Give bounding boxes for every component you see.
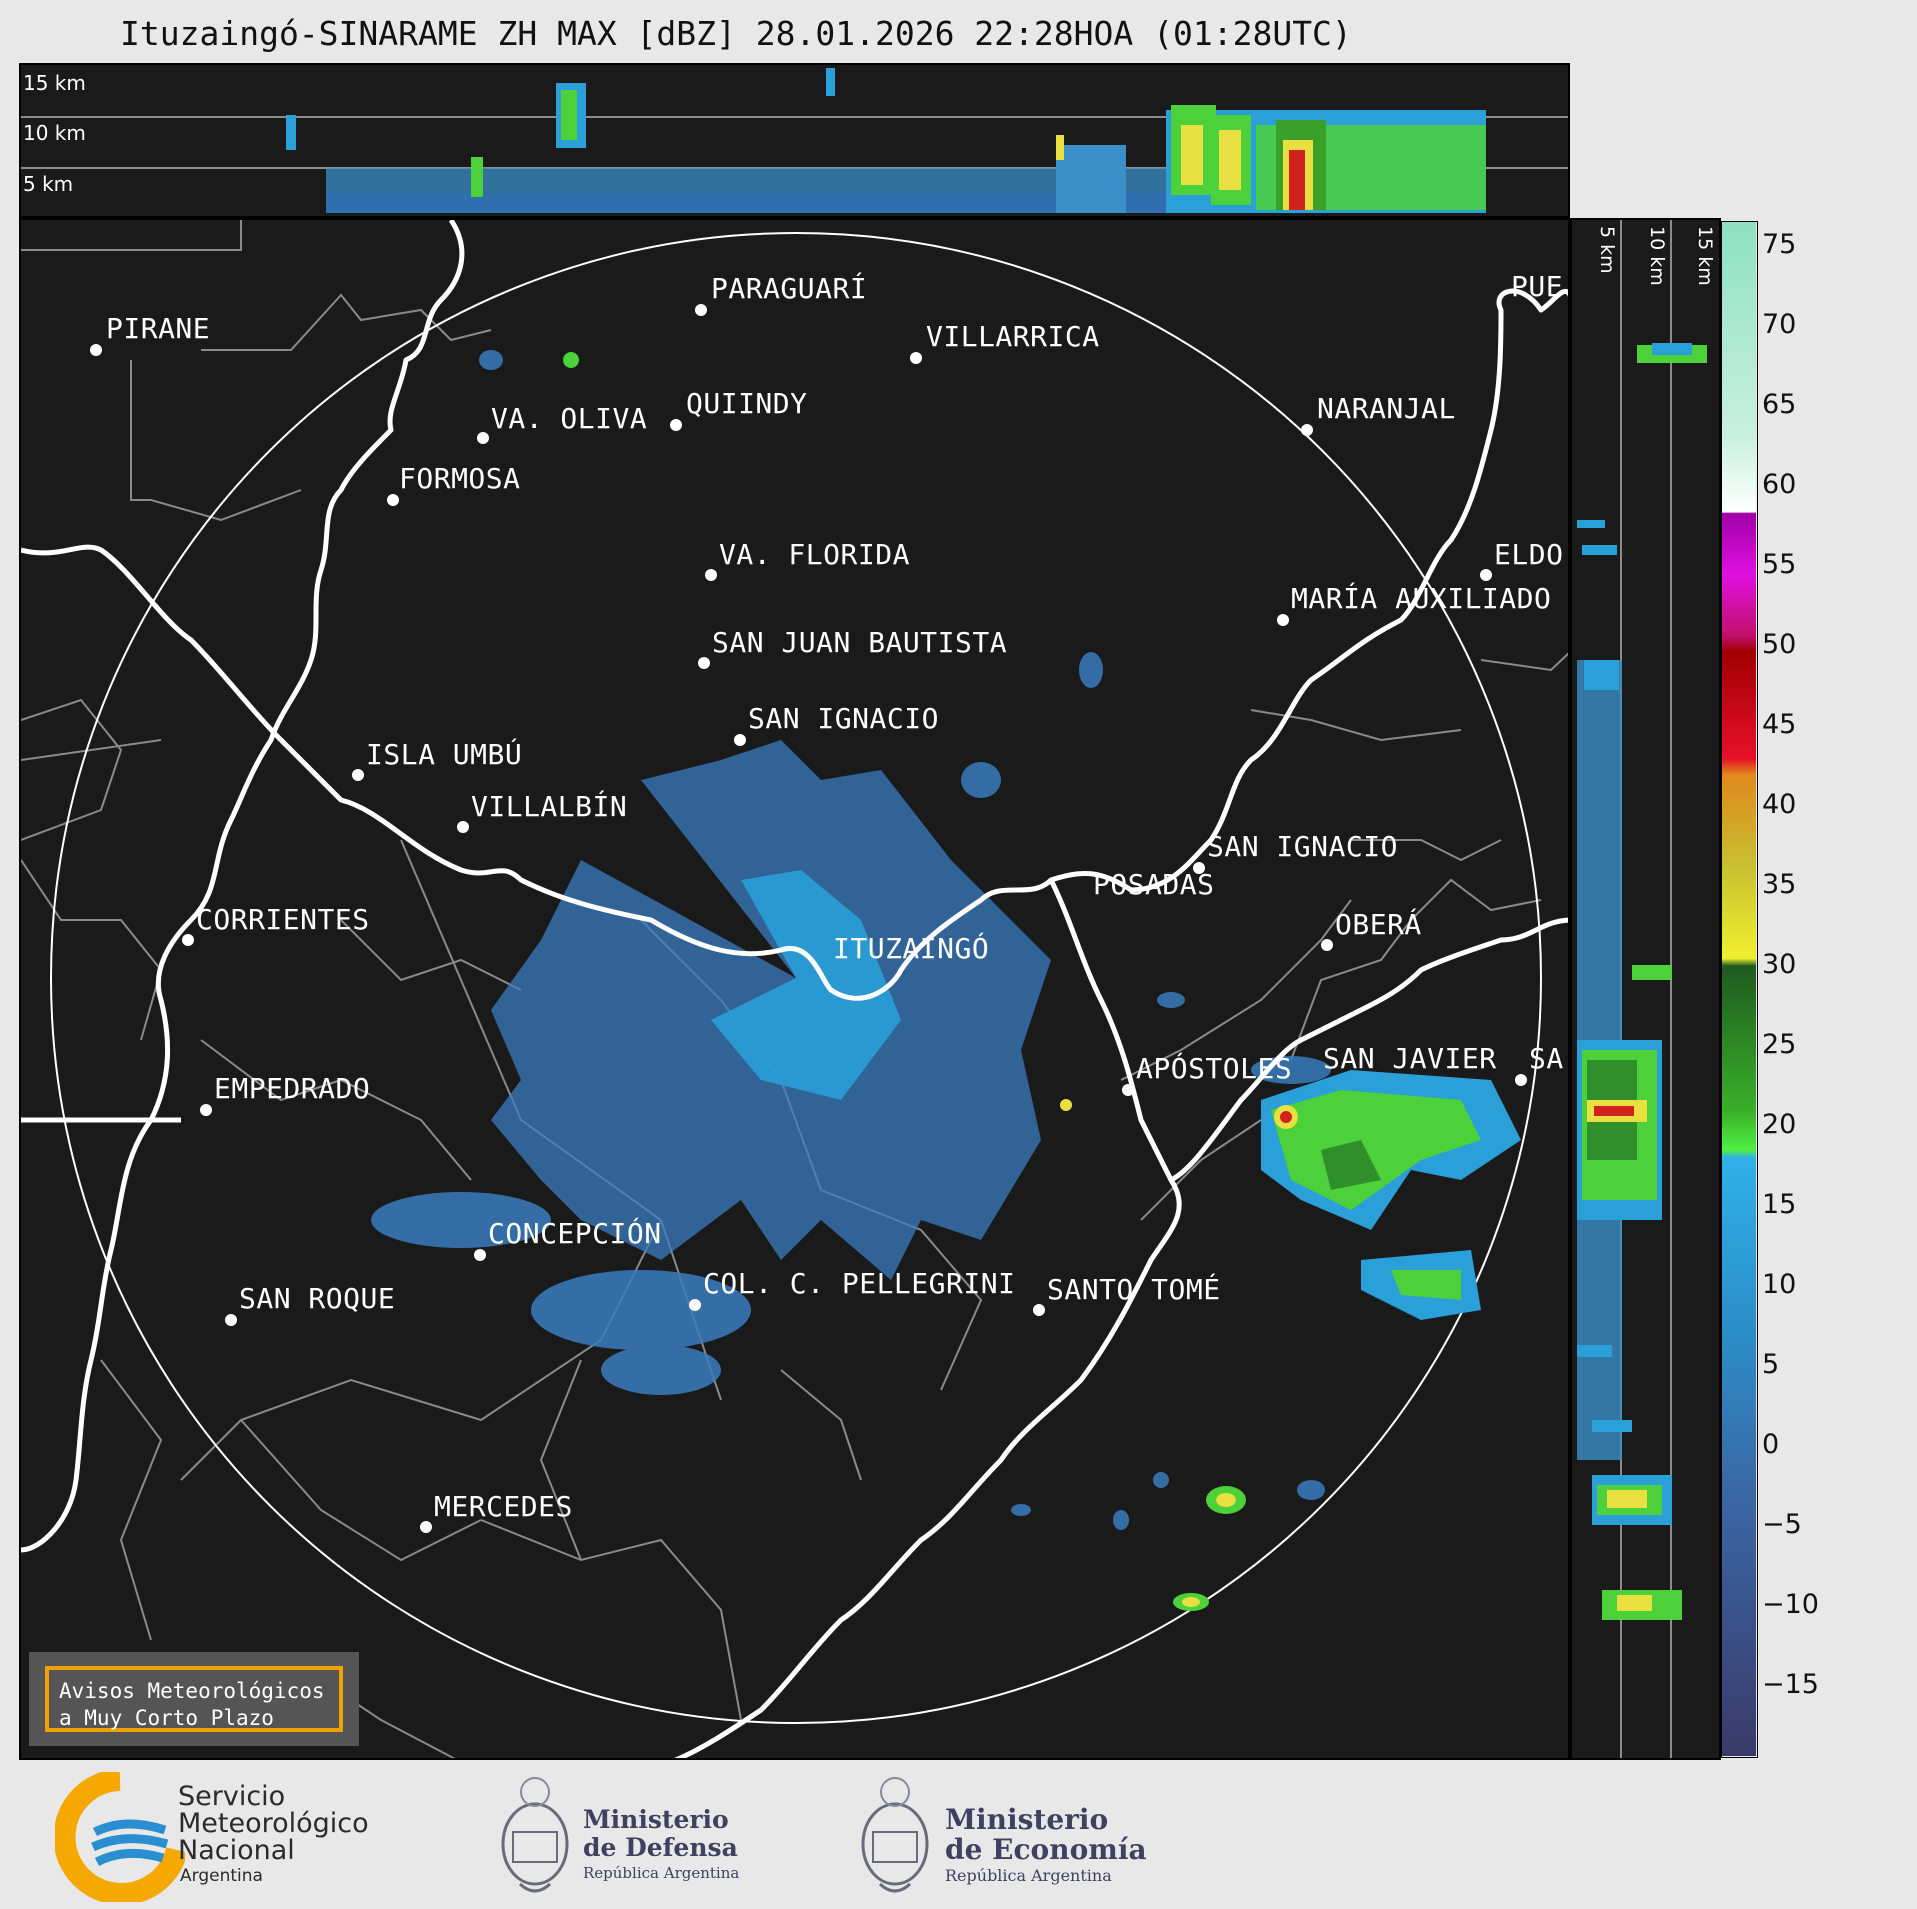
radar-map: PIRANE PARAGUARÍ VILLARRICA QUIINDY VA. … [19, 218, 1570, 1760]
colorbar-tick: 5 [1762, 1349, 1780, 1380]
colorbar-svg [1722, 222, 1756, 1756]
defensa-line3: República Argentina [583, 1864, 740, 1882]
defensa-line1: Ministerio [583, 1805, 729, 1834]
smn-line1: Servicio [178, 1781, 286, 1812]
colorbar-tick: 30 [1762, 949, 1797, 980]
colorbar-tick: 55 [1762, 549, 1797, 580]
city-markers [90, 304, 1527, 1533]
chart-title: Ituzaingó-SINARAME ZH MAX [dBZ] 28.01.20… [120, 14, 1352, 53]
escudo-defensa-icon [501, 1777, 569, 1893]
radar-map-svg [21, 220, 1568, 1758]
warning-line1: Avisos Meteorológicos [59, 1679, 325, 1703]
side-height-label-15km: 15 km [1694, 226, 1716, 286]
city-label: APÓSTOLES [1136, 1052, 1293, 1085]
city-label: SAN IGNACIO [748, 702, 939, 735]
warning-line2: a Muy Corto Plazo [59, 1706, 274, 1730]
colorbar-tick: −5 [1762, 1509, 1802, 1540]
city-label: PIRANE [106, 312, 211, 345]
city-label: VA. OLIVA [491, 402, 648, 435]
city-label: EMPEDRADO [214, 1072, 371, 1105]
colorbar-tick: 25 [1762, 1029, 1797, 1060]
city-label: ELDO [1494, 538, 1564, 571]
defensa-line2: de Defensa [583, 1833, 738, 1862]
side-height-label-10km: 10 km [1646, 226, 1668, 286]
colorbar-tick: 0 [1762, 1429, 1780, 1460]
colorbar-tick: 70 [1762, 309, 1797, 340]
city-label: VILLALBÍN [471, 790, 628, 823]
economia-line1: Ministerio [945, 1803, 1109, 1836]
smn-logo-icon [55, 1772, 185, 1902]
city-label: VA. FLORIDA [719, 538, 910, 571]
colorbar-tick: 15 [1762, 1189, 1797, 1220]
city-label: VILLARRICA [926, 320, 1100, 353]
city-label: SAN ROQUE [239, 1282, 396, 1315]
top-height-profile: 15 km 10 km 5 km [19, 63, 1570, 218]
colorbar-tick: 50 [1762, 629, 1797, 660]
height-label-15km: 15 km [23, 71, 86, 95]
city-label: MERCEDES [434, 1490, 573, 1523]
colorbar-tick: 65 [1762, 389, 1797, 420]
side-profile-svg [1577, 220, 1707, 1758]
colorbar-tick: 35 [1762, 869, 1797, 900]
smn-line2: Meteorológico [178, 1808, 369, 1839]
convective-cells [563, 352, 1521, 1611]
city-label: OBERÁ [1335, 908, 1422, 941]
city-label: QUIINDY [686, 387, 808, 420]
colorbar-tick: −10 [1762, 1589, 1819, 1620]
height-label-10km: 10 km [23, 121, 86, 145]
city-label: POSADAS [1093, 868, 1215, 901]
city-label: FORMOSA [399, 462, 521, 495]
city-label: SAN JAVIER [1323, 1042, 1497, 1075]
city-label: SAN JUAN BAUTISTA [712, 626, 1008, 659]
city-label: COL. C. PELLEGRINI [703, 1267, 1016, 1300]
dbz-colorbar [1721, 221, 1758, 1758]
escudo-economia-icon [861, 1777, 929, 1893]
warning-box[interactable]: Avisos Meteorológicos a Muy Corto Plazo [29, 1652, 359, 1746]
city-label: NARANJAL [1317, 392, 1456, 425]
city-label: PARAGUARÍ [711, 272, 868, 305]
city-label: SANTO TOMÉ [1047, 1273, 1221, 1306]
side-height-profile: 5 km 10 km 15 km [1570, 218, 1721, 1760]
colorbar-tick: 75 [1762, 229, 1797, 260]
top-profile-svg [21, 68, 1568, 213]
economia-line3: República Argentina [945, 1866, 1112, 1885]
colorbar-tick: 40 [1762, 789, 1797, 820]
smn-line4: Argentina [180, 1866, 263, 1886]
height-label-5km: 5 km [23, 172, 74, 196]
city-label: ISLA UMBÚ [366, 738, 523, 771]
city-label: CORRIENTES [196, 903, 370, 936]
colorbar-tick: −15 [1762, 1669, 1819, 1700]
rivers-borders [21, 220, 1568, 1758]
city-label: MARÍA AUXILIADO [1291, 582, 1552, 615]
city-label: ITUZAINGÓ [833, 932, 990, 965]
range-ring [50, 232, 1542, 1724]
precipitation-echoes [371, 350, 1331, 1530]
economia-line2: de Economía [945, 1833, 1147, 1866]
colorbar-tick: 60 [1762, 469, 1797, 500]
city-label: CONCEPCIÓN [488, 1217, 662, 1250]
side-height-label-5km: 5 km [1596, 226, 1618, 274]
colorbar-tick: 45 [1762, 709, 1797, 740]
city-label: PUE [1511, 270, 1564, 303]
colorbar-tick: 20 [1762, 1109, 1797, 1140]
city-label: SA [1529, 1042, 1564, 1075]
smn-line3: Nacional [178, 1835, 295, 1866]
city-label: SAN IGNACIO [1207, 830, 1398, 863]
colorbar-tick: 10 [1762, 1269, 1797, 1300]
